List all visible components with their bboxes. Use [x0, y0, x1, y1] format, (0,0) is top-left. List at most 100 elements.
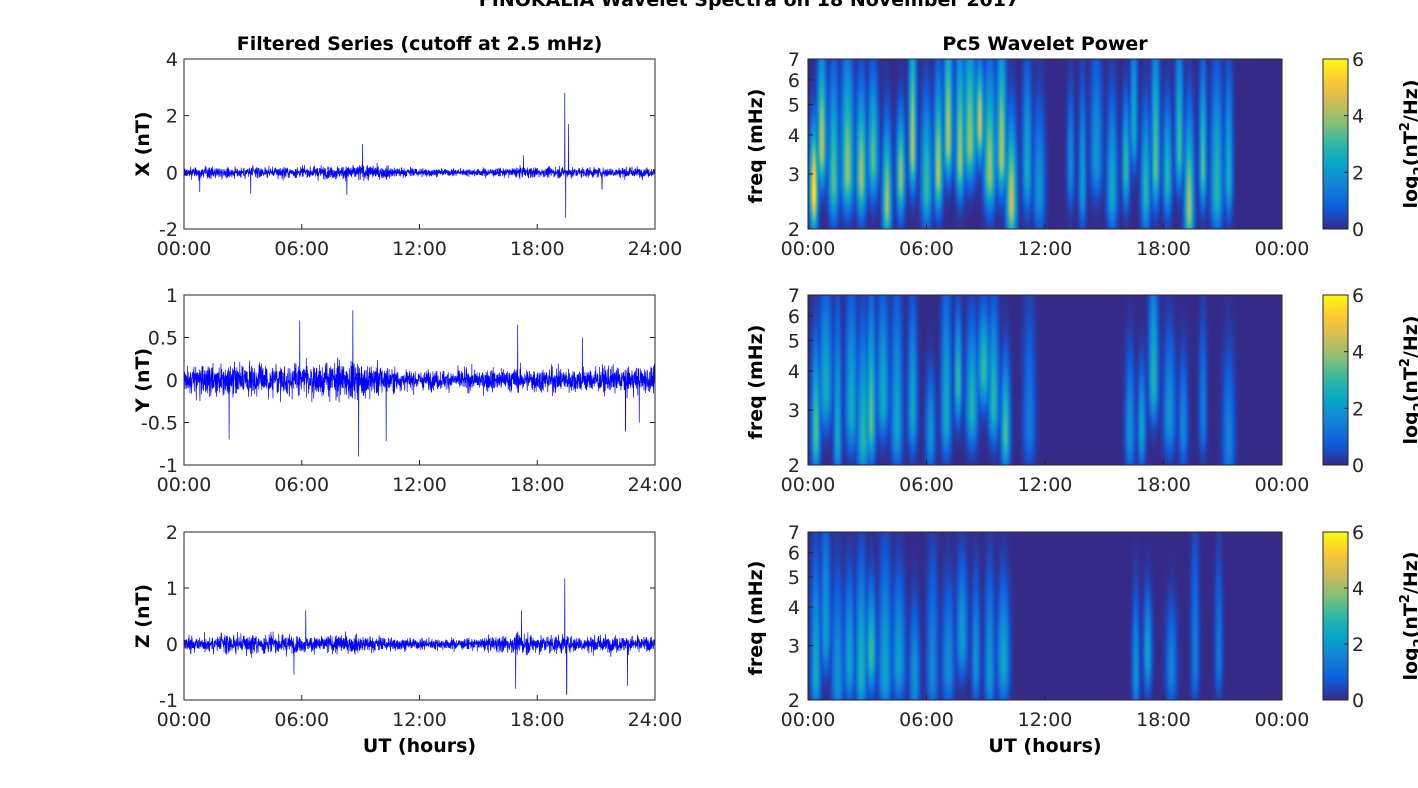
wavelet-x-colorbar-frame: [1322, 58, 1349, 230]
wavelet-x-colorbar-label-sup: 2: [1398, 122, 1413, 131]
wavelet-y-colorbar-frame: [1322, 294, 1349, 466]
wavelet-z-ytick-label: 2: [788, 690, 800, 712]
wavelet-y-ytick-label: 5: [788, 331, 800, 353]
series-y-xtick-label: 18:00: [510, 474, 565, 496]
wavelet-x-colorbar-label-unit: (nT: [1400, 131, 1418, 166]
wavelet-y-colorbar-label-end: /Hz): [1400, 315, 1418, 358]
wavelet-x-colorbar-tick-label: 2: [1352, 162, 1364, 184]
series-x-ytick-label: -2: [159, 219, 178, 241]
series-x-ytick-label: 0: [166, 162, 178, 184]
wavelet-y-colorbar-label-sup: 2: [1398, 358, 1413, 367]
wavelet-z-colorbar-tick-label: 0: [1352, 690, 1364, 712]
wavelet-x-ylabel: freq (mHz): [745, 89, 767, 204]
wavelet-z-xtick-label: 06:00: [899, 709, 954, 731]
wavelet-y-ytick-label: 4: [788, 361, 800, 383]
wavelet-z-ytick-label: 7: [788, 522, 800, 544]
wavelet-z-colorbar: [1323, 532, 1348, 700]
series-z-ytick-label: -1: [159, 690, 178, 712]
wavelet-z-colorbar-label-sup: 2: [1398, 594, 1413, 603]
wavelet-x-xtick-label: 12:00: [1018, 238, 1073, 260]
wavelet-x-colorbar-tick-label: 6: [1352, 49, 1364, 71]
series-x-xtick-label: 06:00: [274, 238, 329, 260]
wavelet-y-power-image: [808, 295, 1282, 465]
series-x-line: [184, 92, 655, 218]
wavelet-y-colorbar-tick-label: 6: [1352, 285, 1364, 307]
wavelet-z-colorbar-label-log: log: [1400, 647, 1418, 680]
wavelet-y-colorbar-tick-label: 2: [1352, 398, 1364, 420]
wavelet-x-xtick-label: 18:00: [1136, 238, 1191, 260]
wavelet-z-xtick-label: 00:00: [1255, 709, 1310, 731]
wavelet-y-ytick-label: 6: [788, 306, 800, 328]
wavelet-x-ytick-label: 4: [788, 125, 800, 147]
wavelet-y-xtick-label: 18:00: [1136, 474, 1191, 496]
series-y-xtick-label: 12:00: [392, 474, 447, 496]
wavelet-x-ytick-label: 3: [788, 164, 800, 186]
wavelet-x-title: Pc5 Wavelet Power: [942, 33, 1148, 55]
wavelet-y-ytick-label: 2: [788, 455, 800, 477]
series-x: -2 0 2 4 00:00 06:00 12:00 18:00 24:00 X (nT) Filt…: [132, 33, 682, 260]
wavelet-z-ytick-label: 5: [788, 567, 800, 589]
series-z: -1 0 1 2 00:00 06:00 12:00 18:00 24:00 Z (nT) UT (…: [132, 522, 682, 757]
wavelet-x-colorbar-tick-label: 4: [1352, 106, 1364, 128]
series-x-xtick-label: 24:00: [628, 238, 683, 260]
wavelet-x-ytick-label: 2: [788, 219, 800, 241]
wavelet-x-ytick-label: 7: [788, 49, 800, 71]
wavelet-z-ytick-label: 4: [788, 597, 800, 619]
wavelet-y-colorbar-label-sub: 2: [1412, 402, 1418, 411]
wavelet-z-xlabel: UT (hours): [988, 735, 1101, 757]
series-z-xtick-label: 12:00: [392, 709, 447, 731]
series-y-ytick-label: -1: [159, 455, 178, 477]
series-y-ytick-label: -0.5: [141, 413, 178, 435]
wavelet-y-colorbar-tick-label: 4: [1352, 342, 1364, 364]
wavelet-y-ytick-label: 3: [788, 400, 800, 422]
wavelet-z-ytick-label: 6: [788, 543, 800, 565]
wavelet-x-colorbar-label: log2(nT2/Hz): [1398, 79, 1418, 208]
wavelet-y-ylabel: freq (mHz): [745, 325, 767, 440]
series-z-xtick-label: 18:00: [510, 709, 565, 731]
wavelet-x-colorbar-label-end: /Hz): [1400, 79, 1418, 122]
series-y-xtick-label: 24:00: [628, 474, 683, 496]
wavelet-z-xtick-label: 18:00: [1136, 709, 1191, 731]
wavelet-y-colorbar: [1323, 295, 1348, 465]
series-x-ytick-label: 2: [166, 106, 178, 128]
series-x-plot-area: [184, 59, 655, 229]
series-z-ytick-label: 0: [166, 634, 178, 656]
wavelet-y-colorbar-tick-label: 0: [1352, 455, 1364, 477]
wavelet-z-colorbar-tick-label: 6: [1352, 522, 1364, 544]
wavelet-z-ytick-label: 3: [788, 636, 800, 658]
series-x-xtick-label: 12:00: [392, 238, 447, 260]
wavelet-z-colorbar-label-end: /Hz): [1400, 551, 1418, 594]
series-z-ytick-label: 2: [166, 522, 178, 544]
series-x-ytick-label: 4: [166, 49, 178, 71]
series-x-xtick-label: 18:00: [510, 238, 565, 260]
wavelet-z-ylabel: freq (mHz): [745, 561, 767, 676]
series-z-xlabel: UT (hours): [363, 735, 476, 757]
wavelet-z-colorbar-tick-label: 2: [1352, 634, 1364, 656]
wavelet-y-xtick-label: 00:00: [1255, 474, 1310, 496]
series-x-ylabel: X (nT): [132, 111, 154, 176]
wavelet-z-xtick-label: 00:00: [781, 709, 836, 731]
figure-title: FINOKALIA Wavelet Spectra on 18 November…: [479, 0, 1019, 11]
wavelet-z-colorbar-frame: [1322, 531, 1349, 701]
wavelet-z-colorbar-label-unit: (nT: [1400, 603, 1418, 638]
series-y-ytick-label: 0.5: [148, 328, 178, 350]
series-x-title: Filtered Series (cutoff at 2.5 mHz): [237, 33, 603, 55]
wavelet-y-ytick-label: 7: [788, 285, 800, 307]
wavelet-x-xtick-label: 06:00: [899, 238, 954, 260]
series-y-xtick-label: 06:00: [274, 474, 329, 496]
wavelet-z-power-image: [808, 532, 1282, 700]
wavelet-y-colorbar-label: log2(nT2/Hz): [1398, 315, 1418, 444]
series-y-ytick-label: 0: [166, 370, 178, 392]
wavelet-y-xtick-label: 12:00: [1018, 474, 1073, 496]
series-y-ylabel: Y (nT): [132, 348, 154, 413]
series-z-xtick-label: 00:00: [157, 709, 212, 731]
wavelet-z-colorbar-label: log2(nT2/Hz): [1398, 551, 1418, 680]
series-z-ylabel: Z (nT): [132, 584, 154, 648]
series-z-line: [184, 578, 655, 695]
wavelet-z-xtick-label: 12:00: [1018, 709, 1073, 731]
wavelet-x-xtick-label: 00:00: [1255, 238, 1310, 260]
wavelet-y-xtick-label: 00:00: [781, 474, 836, 496]
